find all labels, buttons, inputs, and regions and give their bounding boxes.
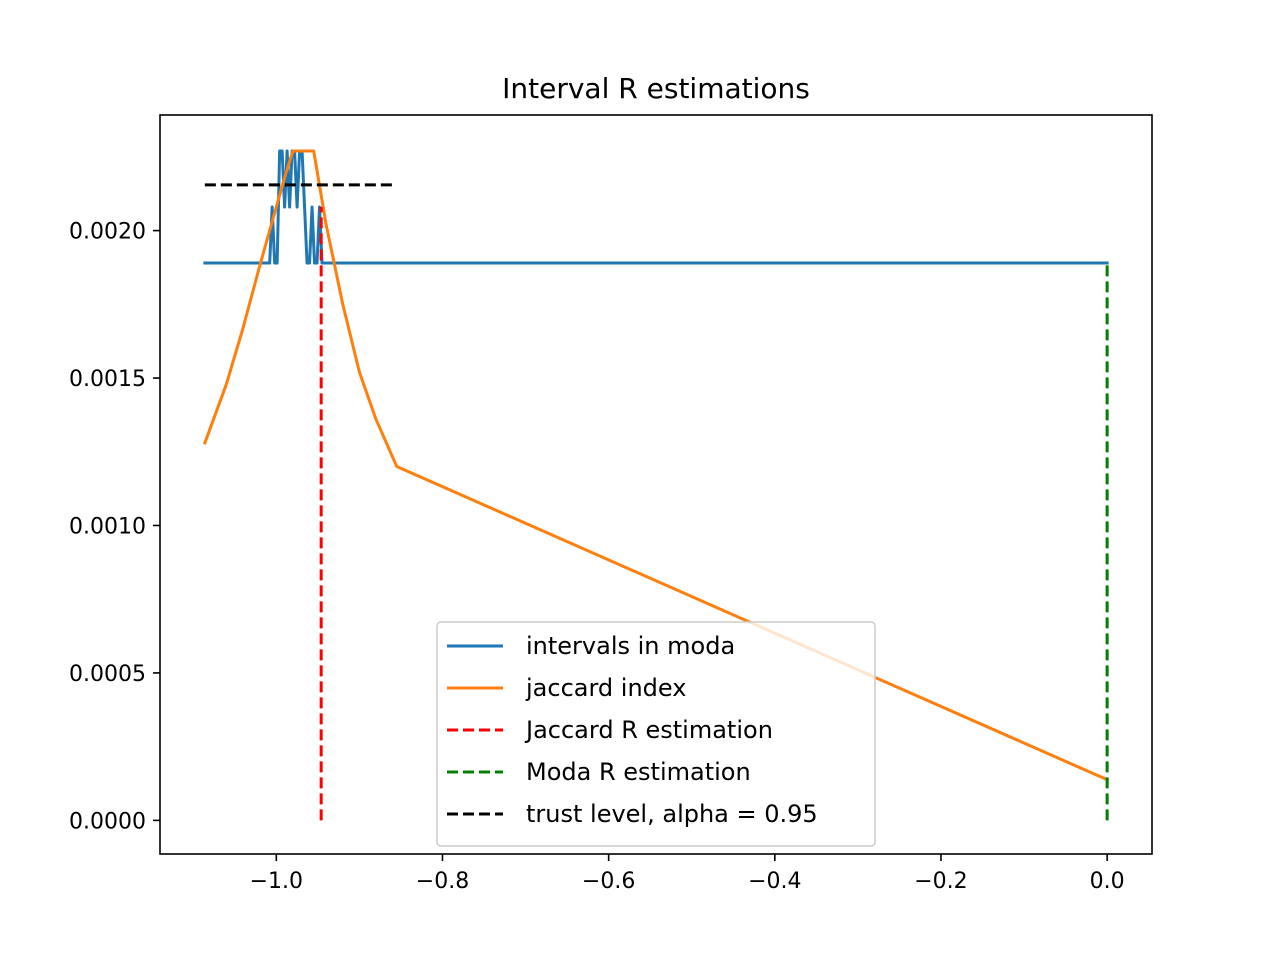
legend-label-3: Moda R estimation xyxy=(526,758,751,786)
y-tick-label-3: 0.0015 xyxy=(69,367,146,392)
x-tick-label-4: −0.2 xyxy=(914,869,967,894)
x-tick-label-5: 0.0 xyxy=(1090,869,1125,894)
plot-frame xyxy=(159,114,1153,855)
legend-label-4: trust level, alpha = 0.95 xyxy=(526,800,818,828)
y-tick-label-4: 0.0020 xyxy=(69,220,146,245)
legend-box xyxy=(436,621,876,847)
x-tick-label-3: −0.4 xyxy=(748,869,801,894)
x-tick-label-0: −1.0 xyxy=(250,869,303,894)
y-tick-label-2: 0.0010 xyxy=(69,514,146,539)
legend-label-2: Jaccard R estimation xyxy=(524,716,773,744)
series-line-1 xyxy=(202,149,1110,782)
y-tick-label-1: 0.0005 xyxy=(69,662,146,687)
x-tick-label-1: −0.8 xyxy=(416,869,469,894)
chart-title: Interval R estimations xyxy=(502,72,810,105)
legend-label-0: intervals in moda xyxy=(526,632,735,660)
legend-label-1: jaccard index xyxy=(525,674,686,702)
legend: intervals in moda jaccard index Jaccard R … xyxy=(436,621,876,847)
axes: −1.0 −0.8 −0.6 −0.4 −0.2 0.0 0.0000 0.0005 0.001… xyxy=(69,114,1153,894)
series-line-0 xyxy=(203,149,1109,265)
plot-area xyxy=(202,149,1110,821)
x-tick-label-2: −0.6 xyxy=(582,869,635,894)
y-tick-label-0: 0.0000 xyxy=(69,809,146,834)
